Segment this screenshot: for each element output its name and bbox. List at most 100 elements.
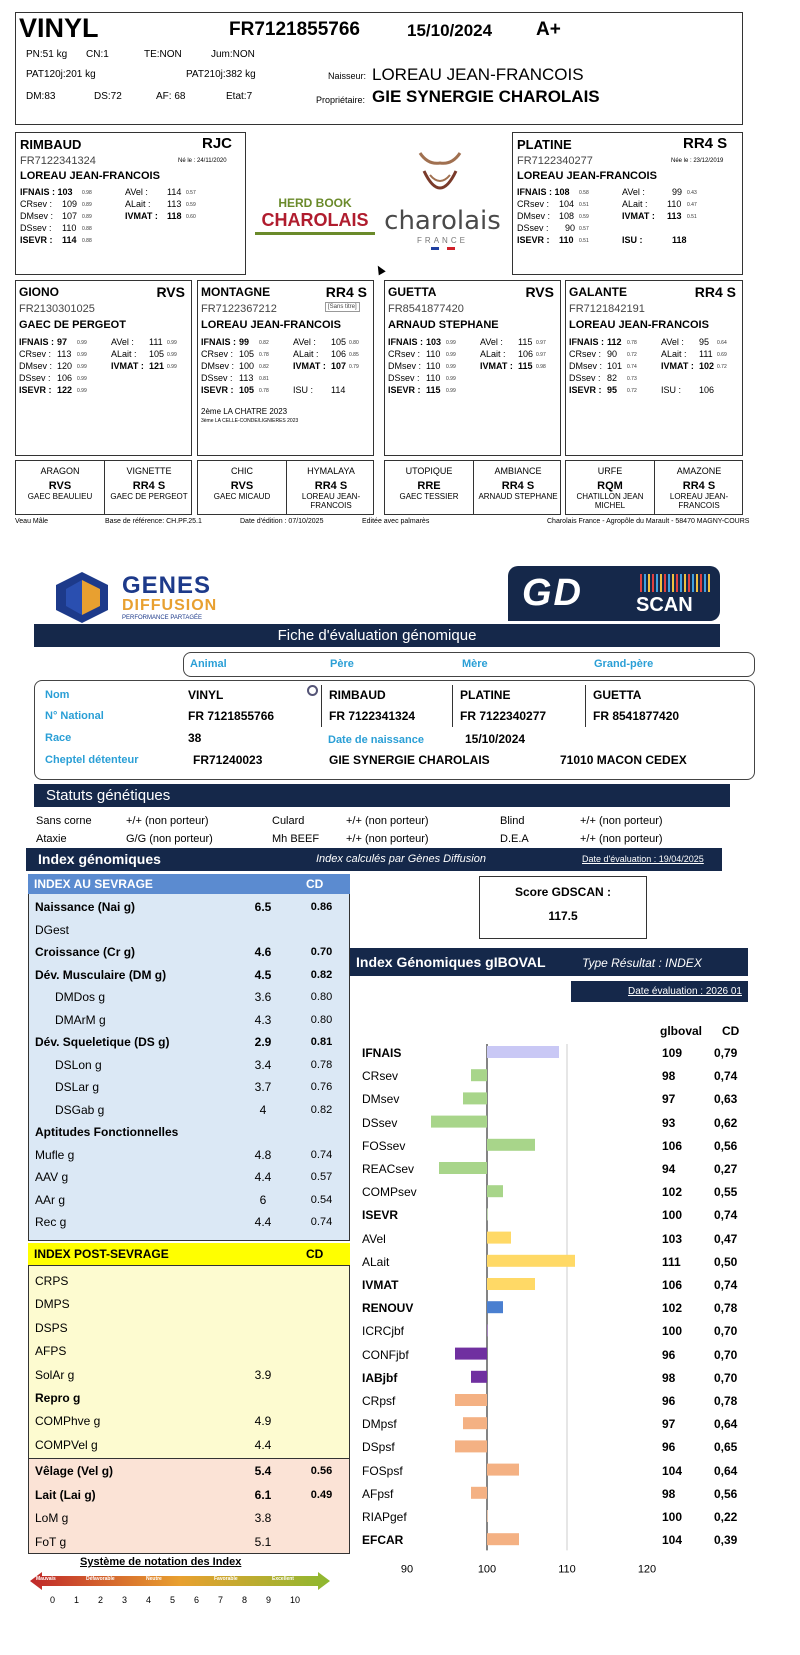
sevrage-cd-header: CD (306, 877, 324, 891)
fiche-title: Fiche d'évaluation génomique (277, 627, 477, 644)
index-cd: 0.99 (77, 352, 87, 358)
index-row-label: DMArM g (55, 1012, 106, 1027)
label-nom: Nom (45, 689, 70, 701)
x-tick-label: 110 (558, 1563, 576, 1575)
index-line: IFNAIS :112 0.78 AVel : 95 0.64 (569, 337, 739, 349)
index-label: CRsev : (569, 349, 602, 359)
mere-name: PLATINE (517, 137, 572, 152)
giboval-row: RIAPgef 100 0,22 (362, 1507, 762, 1530)
index-cd: 0.58 (579, 190, 589, 196)
tab-animal[interactable]: Animal (190, 658, 227, 670)
giboval-row: AFpsf 98 0,56 (362, 1484, 762, 1507)
index-cd: 0.80 (349, 340, 359, 346)
statut-label: Ataxie (36, 833, 67, 845)
index-row-value: 4.5 (254, 967, 272, 982)
gp-breeder: GAEC DE PERGEOT (19, 319, 126, 331)
giboval-col-header: glboval (660, 1024, 703, 1038)
index-cd: 0.99 (167, 364, 177, 370)
mere-index-block: IFNAIS : 108 0.58 AVel : 99 0.43 CRsev : 104 0… (517, 187, 737, 247)
index-cd: 0.59 (186, 202, 196, 208)
index-row-cd: 0.74 (310, 1148, 333, 1161)
index-value: 82 (607, 373, 618, 383)
giboval-row: DSsev 93 0,62 (362, 1113, 762, 1136)
index-label: CRsev : (201, 349, 234, 359)
animal-date: 15/10/2024 (407, 21, 493, 40)
cheptel-city: 71010 MACON CEDEX (560, 753, 687, 767)
index-value: 113 (167, 199, 182, 209)
animal-pn: PN:51 kg (26, 49, 68, 60)
index-label: ALait : (622, 199, 648, 209)
ggp-code: RQM (597, 480, 623, 492)
index-value: 114 (62, 235, 77, 245)
index-label: ALait : (661, 349, 687, 359)
index-value: 120 (57, 361, 73, 371)
gp-palmares-1: 2ème LA CHATRE 2023 (201, 407, 288, 416)
giboval-row: RENOUV 102 0,78 (362, 1298, 762, 1321)
value-label: 106 (662, 1278, 683, 1292)
index-label: DMsev : (569, 361, 603, 371)
index-cd: 0.51 (579, 238, 589, 244)
index-cd: 0.99 (446, 340, 456, 346)
gp-index-block: IFNAIS :103 0.99 AVel :115 0.97 CRsev :110 0.… (388, 337, 557, 397)
label-national: N° National (45, 710, 104, 722)
index-label: IFNAIS : (201, 337, 236, 347)
ggp-code: RR4 S (314, 480, 348, 492)
ggp-cell: VIGNETTE RR4 S GAEC DE PERGEOT (105, 461, 193, 514)
index-value: 114 (167, 187, 182, 197)
index-label: CRsev : (517, 199, 550, 209)
index-line: DSsev : 106 0.99 (19, 373, 188, 385)
ggp-breeder: ARNAUD STEPHANE (478, 492, 558, 501)
category-label: DSsev (362, 1115, 398, 1130)
score-box: Score GDSCAN : 117.5 (479, 876, 647, 939)
index-line: CRsev :113 0.99 ALait :105 0.99 (19, 349, 188, 361)
naisseur-label: Naisseur: (328, 71, 367, 81)
tab-pere[interactable]: Père (330, 658, 354, 670)
animal-pat120: PAT120j:201 kg (26, 69, 96, 80)
bar-CRpsf (455, 1394, 487, 1406)
index-value: 95 (699, 337, 710, 347)
bar-DSsev (431, 1115, 487, 1128)
bar-COMPsev (487, 1185, 503, 1198)
index-row-value: 4.8 (254, 1147, 272, 1162)
giboval-row: CRpsf 96 0,78 (362, 1391, 762, 1414)
grandparent-card: GIONO RVS FR2130301025 GAEC DE PERGEOT I… (15, 280, 192, 456)
scale-title: Système de notation des Index (80, 1556, 242, 1568)
animal-etat: Etat:7 (226, 91, 253, 102)
scale-word: Neutre (146, 1576, 162, 1582)
value-label: 102 (662, 1301, 683, 1316)
bar-EFCAR (487, 1533, 519, 1546)
gd-hexagon-icon (56, 572, 108, 623)
tab-grand-pere[interactable]: Grand-père (594, 658, 654, 670)
index-bar: Index génomiques Index calculés par Gène… (26, 848, 722, 871)
giboval-bar: Index Génomiques gIBOVAL Type Résultat :… (350, 948, 748, 976)
bar-AFpsf (471, 1486, 487, 1499)
index-cd: 0.98 (82, 190, 92, 196)
index-cd: 0.89 (82, 202, 92, 208)
index-row: Vêlage (Vel g) 5.4 0.56 (29, 1460, 351, 1483)
value-label: 98 (662, 1486, 676, 1501)
gp-id: FR7121842191 (569, 303, 645, 315)
index-value: 113 (57, 349, 72, 359)
index-cd: 0.99 (446, 388, 456, 394)
index-label: ISU : (622, 235, 643, 245)
cd-label: 0,70 (714, 1324, 738, 1339)
scale-word: Défavorable (86, 1576, 115, 1582)
grandparent-card: GALANTE RR4 S FR7121842191 LOREAU JEAN-F… (565, 280, 743, 456)
index-row-label: AAr g (35, 1192, 66, 1207)
statut-value: +/+ (non porteur) (580, 833, 663, 845)
index-row: COMPhve g 4.9 (29, 1410, 351, 1433)
category-label: ISEVR (362, 1208, 399, 1223)
index-cd: 0.99 (167, 340, 177, 346)
gp-name: GUETTA (388, 285, 437, 299)
mere-nom: PLATINE (460, 688, 511, 702)
index-cd: 0.69 (717, 352, 727, 358)
index-date: Date d'évaluation : 19/04/2025 (582, 854, 704, 864)
tab-mere[interactable]: Mère (462, 658, 488, 670)
index-cd: 0.99 (77, 364, 87, 370)
statut-value: G/G (non porteur) (126, 833, 213, 845)
index-cd: 0.47 (687, 202, 697, 208)
bar-IFNAIS (487, 1046, 559, 1058)
index-row: DMArM g 4.3 0.80 (29, 1009, 351, 1032)
fiche-title-bar: Fiche d'évaluation génomique (34, 624, 720, 647)
index-line: DSsev : 82 0.73 (569, 373, 739, 385)
